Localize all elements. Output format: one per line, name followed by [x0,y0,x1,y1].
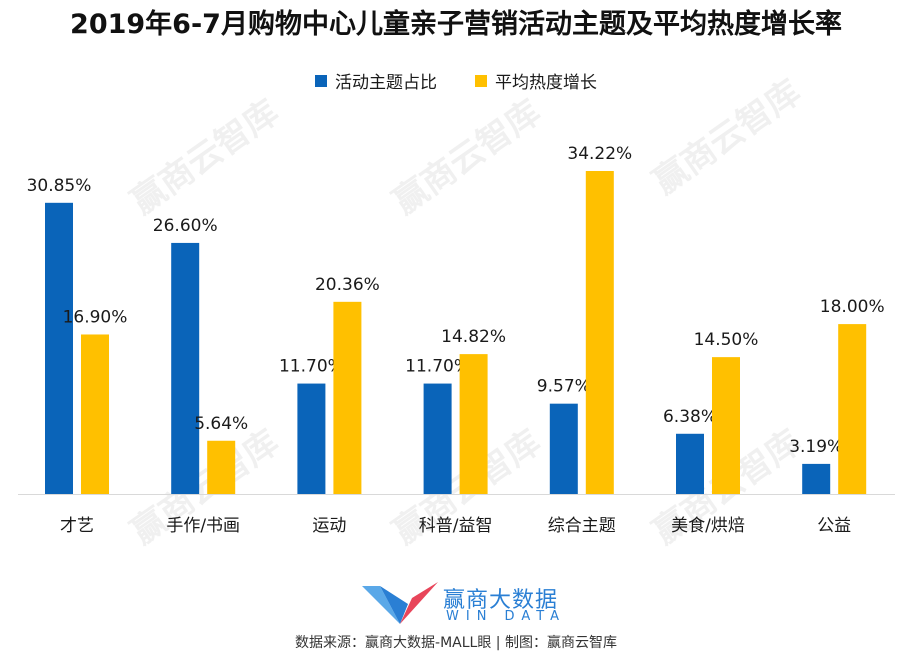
bar-series-2 [712,357,740,494]
bar-series-1 [45,202,73,494]
legend-label-series-2: 平均热度增长 [495,73,597,93]
legend-item-series-1: 活动主题占比 [315,68,437,93]
category-label: 手作/书画 [166,516,240,536]
bar-chart: 30.85% 16.90% 才艺 26.60% 5.64% 手作/书画 11.70% 20.3… [18,144,895,536]
bar-series-1 [171,242,200,494]
data-label-series-1: 26.60% [153,216,218,236]
bar-series-2 [838,324,867,494]
legend: 活动主题占比 平均热度增长 [0,68,912,93]
logo-mark-icon [362,582,438,624]
data-label-series-2: 14.50% [694,330,759,350]
data-label-series-1: 11.70% [405,357,470,377]
logo-name: 赢商大数据 [443,588,559,613]
bar-series-1 [802,463,831,494]
bar-series-2 [81,334,109,494]
category-label: 运动 [312,516,346,536]
category-label: 公益 [817,516,851,536]
data-label-series-1: 30.85% [27,176,92,196]
category-label: 综合主题 [548,516,616,536]
category-label: 美食/烘焙 [671,516,745,536]
bar-series-2 [333,301,362,494]
legend-swatch-series-1 [315,74,327,87]
bar-series-2 [207,440,236,494]
legend-label-series-1: 活动主题占比 [335,73,437,93]
data-label-series-1: 11.70% [279,357,344,377]
data-label-series-2: 20.36% [315,275,380,295]
category-label: 科普/益智 [419,516,493,536]
bar-series-1 [297,383,326,494]
bar-series-2 [585,171,614,494]
data-label-series-2: 5.64% [194,414,248,434]
category-label: 才艺 [60,516,94,536]
source-note: 数据来源：赢商大数据-MALL眼 | 制图：赢商云智库 [295,635,617,651]
logo-subtitle: WIN DATA [446,609,567,624]
bar-series-2 [459,354,488,494]
data-label-series-1: 6.38% [663,407,717,427]
data-label-series-2: 14.82% [441,327,506,347]
bar-series-1 [676,433,704,494]
legend-item-series-2: 平均热度增长 [475,68,597,93]
bar-series-1 [423,383,452,494]
data-label-series-2: 34.22% [567,144,632,164]
logo: 赢商大数据 WIN DATA [360,578,570,628]
data-label-series-2: 16.90% [63,307,128,327]
data-label-series-1: 9.57% [537,377,591,397]
data-label-series-2: 18.00% [820,297,885,317]
bar-series-1 [549,403,578,494]
data-label-series-1: 3.19% [789,437,843,457]
chart-title: 2019年6-7月购物中心儿童亲子营销活动主题及平均热度增长率 [70,9,842,40]
legend-swatch-series-2 [475,74,487,87]
